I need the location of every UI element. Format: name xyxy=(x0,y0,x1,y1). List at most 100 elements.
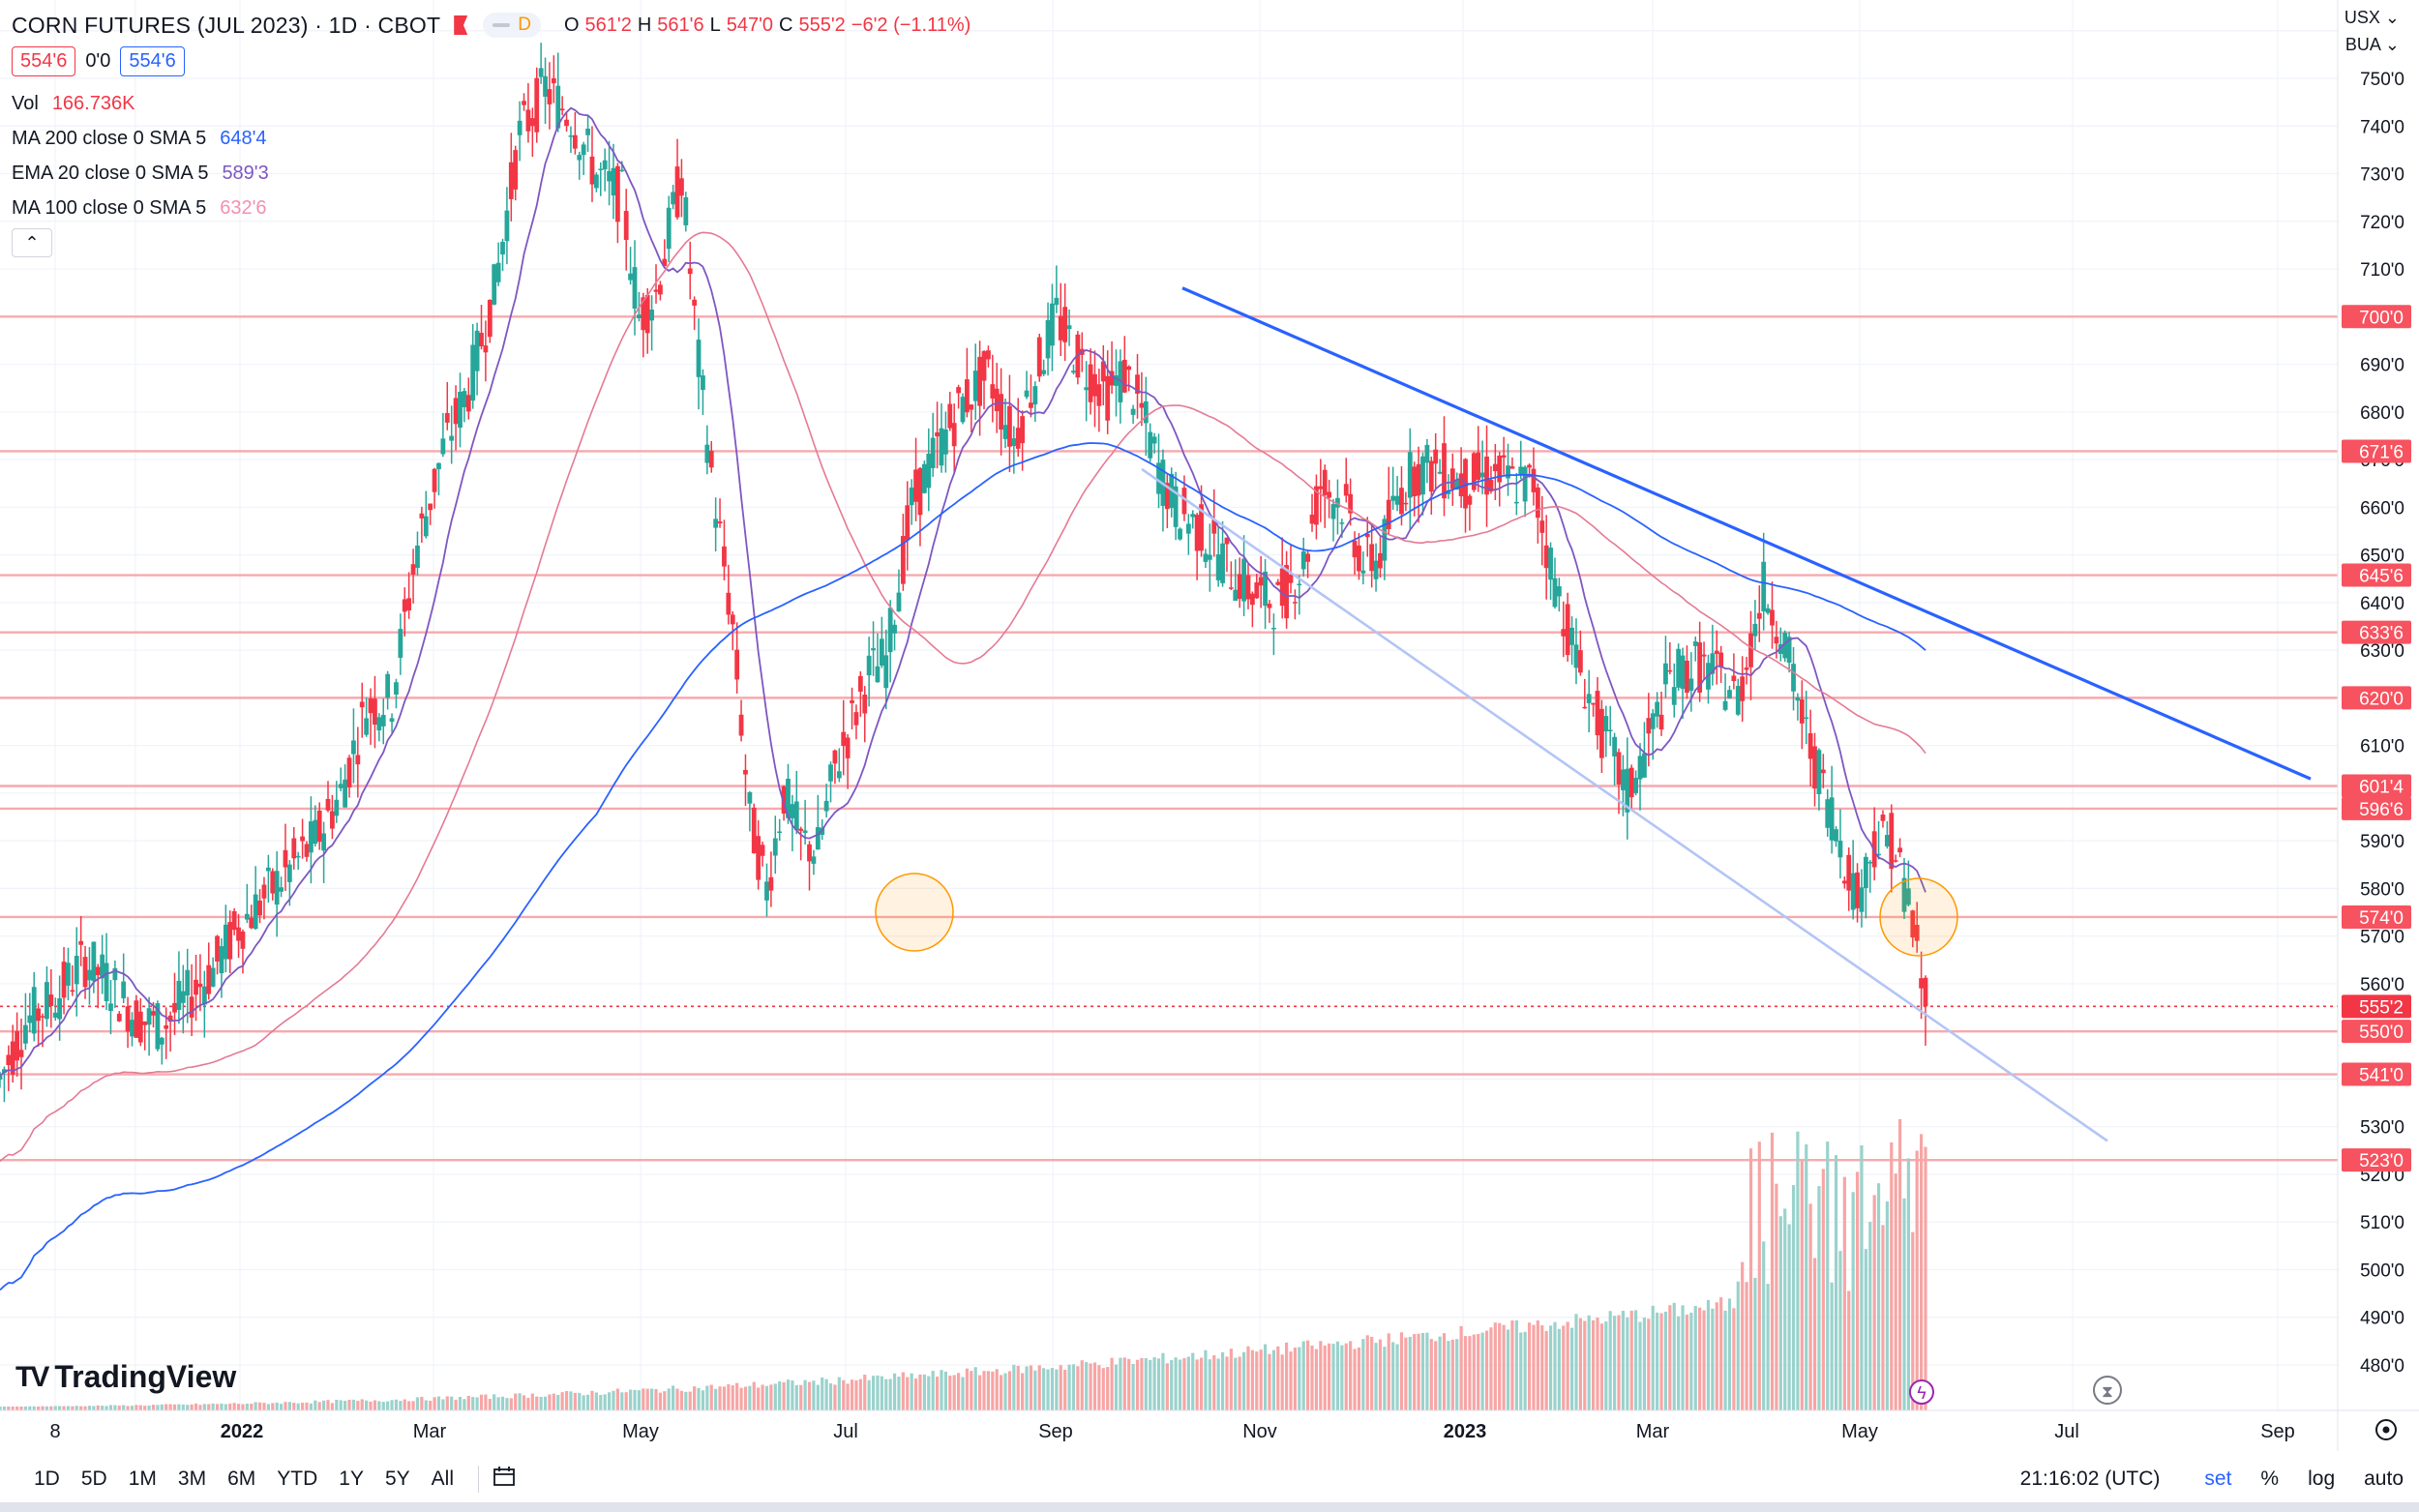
tradingview-logo[interactable]: TV TradingView xyxy=(15,1359,236,1395)
candle-body xyxy=(1054,297,1060,306)
volume-bar xyxy=(752,1381,756,1410)
candle-body xyxy=(57,997,63,1020)
candle-body xyxy=(935,431,940,437)
level-price-badge-bg xyxy=(2342,686,2411,710)
volume-bar xyxy=(1711,1308,1715,1410)
candle-body xyxy=(274,871,280,905)
volume-bar xyxy=(117,1406,121,1410)
volume-bar xyxy=(1506,1329,1510,1410)
symbol-title[interactable]: CORN FUTURES (JUL 2023) · 1D · CBOT xyxy=(12,12,441,38)
log-toggle[interactable]: log xyxy=(2308,1468,2336,1490)
volume-bar xyxy=(901,1372,905,1410)
candle-body xyxy=(756,836,762,880)
calendar-icon[interactable] xyxy=(493,1466,516,1493)
candle-body xyxy=(1501,455,1507,458)
range-1m-button[interactable]: 1M xyxy=(128,1468,157,1490)
volume-bar xyxy=(615,1388,619,1410)
range-5y-button[interactable]: 5Y xyxy=(384,1468,410,1490)
range-5d-button[interactable]: 5D xyxy=(80,1468,107,1490)
collapse-legend-button[interactable]: ⌃ xyxy=(12,228,52,257)
volume-bar xyxy=(1314,1349,1319,1410)
volume-bar xyxy=(177,1404,181,1410)
volume-bar xyxy=(961,1377,965,1410)
volume-bar xyxy=(62,1406,66,1410)
legend-ma100[interactable]: MA 100 close 0 SMA 5 632'6 xyxy=(12,197,267,220)
candle-body xyxy=(1646,718,1652,734)
candle-body xyxy=(965,379,970,413)
utc-clock[interactable]: 21:16:02 (UTC) xyxy=(2019,1468,2161,1490)
market-status-pill[interactable]: D xyxy=(483,13,541,38)
currency-selector[interactable]: USX ⌄ xyxy=(2344,8,2400,27)
candle-body xyxy=(1143,400,1149,424)
candle-body xyxy=(155,1003,161,1050)
candle-body xyxy=(994,388,1000,411)
candle-body xyxy=(95,966,101,976)
legend-volume[interactable]: Vol 166.736K xyxy=(12,93,134,115)
candle-body xyxy=(1194,515,1200,551)
volume-bar xyxy=(876,1375,880,1410)
candle-body xyxy=(304,844,310,857)
flag-icon[interactable] xyxy=(454,15,468,35)
ema20-line xyxy=(0,106,1926,1077)
level-price-badge-bg xyxy=(2342,796,2411,820)
volume-bar xyxy=(126,1406,130,1410)
candle-body xyxy=(1539,520,1545,533)
footer-strip xyxy=(0,1502,2419,1512)
candle-body xyxy=(1305,553,1311,562)
volume-bar xyxy=(620,1392,624,1410)
volume-bar xyxy=(1170,1359,1174,1410)
auto-toggle[interactable]: auto xyxy=(2364,1468,2404,1490)
percent-toggle[interactable]: % xyxy=(2260,1468,2280,1490)
level-price-badge-bg xyxy=(2342,904,2411,929)
candle-body xyxy=(1118,361,1123,402)
volume-bar xyxy=(1076,1366,1080,1410)
legend-ma200[interactable]: MA 200 close 0 SMA 5 648'4 xyxy=(12,128,267,150)
volume-bar xyxy=(1007,1371,1012,1410)
range-6m-button[interactable]: 6M xyxy=(227,1468,256,1490)
time-axis-label: Jul xyxy=(833,1421,858,1442)
volume-bar xyxy=(978,1375,982,1410)
price-axis-label: 560'0 xyxy=(2360,975,2404,995)
volume-bar xyxy=(560,1392,564,1410)
range-1y-button[interactable]: 1Y xyxy=(339,1468,364,1490)
range-ytd-button[interactable]: YTD xyxy=(277,1468,318,1490)
legend-ema20[interactable]: EMA 20 close 0 SMA 5 589'3 xyxy=(12,163,269,185)
range-3m-button[interactable]: 3M xyxy=(177,1468,207,1490)
candle-body xyxy=(1577,650,1583,673)
volume-bar xyxy=(96,1405,100,1410)
volume-bar xyxy=(816,1384,820,1410)
range-1d-button[interactable]: 1D xyxy=(34,1468,60,1490)
volume-bar xyxy=(564,1391,569,1410)
volume-bar xyxy=(667,1388,671,1410)
candle-body xyxy=(701,375,705,391)
candle-body xyxy=(495,262,501,282)
candle-body xyxy=(790,804,795,818)
candle-body xyxy=(364,718,370,735)
volume-bar xyxy=(1238,1356,1241,1410)
candle-body xyxy=(2,1069,7,1073)
candle-body xyxy=(529,118,535,127)
candle-body xyxy=(760,845,765,856)
candle-body xyxy=(194,979,198,995)
volume-bar xyxy=(1259,1349,1263,1410)
time-axis-label: 2023 xyxy=(1444,1421,1487,1442)
range-all-button[interactable]: All xyxy=(431,1468,454,1490)
volume-bar xyxy=(1165,1363,1169,1410)
volume-bar xyxy=(1924,1146,1927,1410)
candle-body xyxy=(125,1006,131,1032)
sell-button[interactable]: 554'6 xyxy=(12,46,76,76)
candle-body xyxy=(100,954,105,979)
volume-bar xyxy=(365,1400,369,1410)
buy-button[interactable]: 554'6 xyxy=(120,46,185,76)
session-toggle[interactable]: set xyxy=(2204,1468,2232,1490)
candle-body xyxy=(1692,641,1698,646)
unit-selector[interactable]: BUA ⌄ xyxy=(2344,35,2400,54)
level-price-badge-bg xyxy=(2342,439,2411,463)
volume-bar xyxy=(1621,1311,1626,1410)
volume-bar xyxy=(37,1406,41,1410)
volume-bar xyxy=(1055,1369,1059,1410)
candle-body xyxy=(1399,488,1404,515)
volume-bar xyxy=(356,1401,360,1410)
